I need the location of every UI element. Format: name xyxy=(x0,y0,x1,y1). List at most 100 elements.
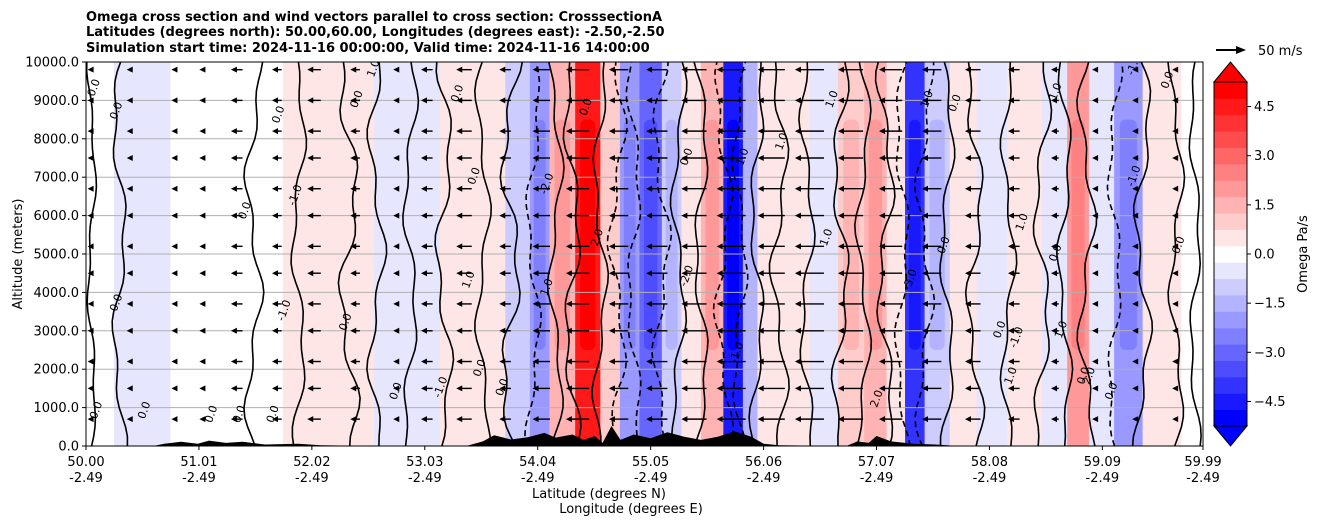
contour-line xyxy=(1188,62,1202,446)
x-tick-label-longitude: -2.49 xyxy=(69,471,103,486)
contour-label: 1.0 xyxy=(1052,319,1070,340)
contour-label: 1.0 xyxy=(1013,212,1031,233)
quiver-key: 50 m/s xyxy=(1216,44,1303,59)
wind-vector xyxy=(646,97,668,104)
plot-area: 0.00.00.00.0 0.0 0.0 0.0 0.00.00.0 0.00.00.00… xyxy=(86,62,1203,446)
wind-vector xyxy=(171,243,178,250)
terrain-profile xyxy=(86,426,1203,446)
x-tick-label-longitude: -2.49 xyxy=(973,471,1007,486)
wind-vector xyxy=(565,385,590,392)
wind-vector xyxy=(922,185,942,192)
wind-vector xyxy=(1008,66,1020,73)
wind-vector xyxy=(757,185,785,192)
wind-vector xyxy=(271,66,282,73)
wind-vector xyxy=(1092,185,1099,192)
wind-vector xyxy=(1051,327,1059,334)
wind-vector xyxy=(922,416,942,423)
omega-core xyxy=(1119,119,1137,350)
wind-vector xyxy=(608,128,629,135)
wind-vector xyxy=(1132,300,1139,307)
y-axis-label: Altitude (meters) xyxy=(11,199,26,310)
x-tick-label-longitude: -2.49 xyxy=(295,471,329,486)
wind-vector xyxy=(716,270,746,277)
wind-vector xyxy=(171,385,178,392)
wind-vector xyxy=(350,128,360,135)
colorbar: 4.5 3.0 1.5 0.0 −1.5 −3.0 −4.5 xyxy=(1212,61,1286,447)
wind-vector xyxy=(965,97,981,104)
wind-vector xyxy=(1008,185,1020,192)
colorbar-segment xyxy=(1214,344,1247,361)
wind-vector xyxy=(350,66,360,73)
wind-vector xyxy=(1051,155,1059,161)
wind-vector xyxy=(965,212,981,219)
wind-vector xyxy=(532,97,551,104)
contour-line xyxy=(874,62,896,446)
x-tick-label-longitude: -2.49 xyxy=(860,471,894,486)
wind-vector xyxy=(1172,416,1179,423)
colorbar-extend-max-icon xyxy=(1212,61,1249,83)
wind-vector xyxy=(126,270,133,277)
wind-vector xyxy=(393,243,400,250)
x-tick-label-longitude: -2.49 xyxy=(1186,471,1220,486)
wind-vector xyxy=(87,185,94,192)
wind-vector xyxy=(716,155,746,161)
wind-vector xyxy=(350,385,360,392)
wind-vector xyxy=(456,385,472,392)
wind-vector xyxy=(878,212,903,219)
contour-line xyxy=(853,62,873,446)
wind-vector xyxy=(1008,155,1020,161)
contour-label: 0.0 xyxy=(348,89,366,110)
wind-vector xyxy=(716,97,746,104)
wind-vector xyxy=(1132,270,1139,277)
x-tick-label-latitude: 56.06 xyxy=(745,455,782,470)
wind-vector xyxy=(1051,185,1059,192)
wind-vector xyxy=(757,358,785,365)
wind-vector xyxy=(608,243,629,250)
wind-vector xyxy=(307,66,321,73)
wind-vector xyxy=(716,358,746,365)
wind-vector xyxy=(878,358,903,365)
wind-vector xyxy=(1092,97,1099,104)
x-axis-label-longitude: Longitude (degrees E) xyxy=(559,502,703,517)
wind-vector xyxy=(126,155,133,161)
wind-vector xyxy=(608,385,629,392)
wind-vector xyxy=(87,300,94,307)
wind-vector xyxy=(965,155,981,161)
colorbar-tick-label: −1.5 xyxy=(1254,297,1286,312)
wind-vector xyxy=(87,155,94,161)
y-tick-label: 0.0 xyxy=(58,440,79,455)
chart-title-line-3: Simulation start time: 2024-11-16 00:00:… xyxy=(86,41,650,56)
wind-vector xyxy=(421,212,433,219)
wind-vector xyxy=(126,243,133,250)
contour-line xyxy=(546,62,565,446)
wind-vector xyxy=(1132,97,1139,104)
contour-label: 0.0 xyxy=(107,100,125,121)
wind-vector xyxy=(126,128,133,135)
wind-vector xyxy=(646,416,668,423)
wind-vector xyxy=(421,243,433,250)
wind-vector xyxy=(965,358,981,365)
wind-vector xyxy=(922,97,942,104)
wind-vector xyxy=(965,327,981,334)
contour-label: 2.0 xyxy=(1080,365,1098,386)
colorbar-segment xyxy=(1214,327,1247,345)
wind-vector xyxy=(608,66,629,73)
x-tick-label-latitude: 59.09 xyxy=(1084,455,1121,470)
wind-vector xyxy=(350,185,360,192)
wind-vector xyxy=(716,128,746,135)
contour-label: 0.0 xyxy=(1158,70,1176,91)
wind-vector xyxy=(1092,270,1099,277)
wind-vector xyxy=(1092,327,1099,334)
wind-vector xyxy=(965,185,981,192)
wind-vector xyxy=(421,185,433,192)
wind-vector xyxy=(1092,243,1099,250)
wind-vector xyxy=(199,155,206,161)
contour-line xyxy=(748,62,765,446)
wind-vector xyxy=(532,300,551,307)
contour-label: 1.0 xyxy=(538,277,556,298)
x-tick-label-latitude: 59.99 xyxy=(1184,455,1221,470)
contour-line-negative xyxy=(625,62,642,446)
contour-line xyxy=(434,62,455,446)
wind-vector xyxy=(646,270,668,277)
wind-vector xyxy=(230,385,243,392)
